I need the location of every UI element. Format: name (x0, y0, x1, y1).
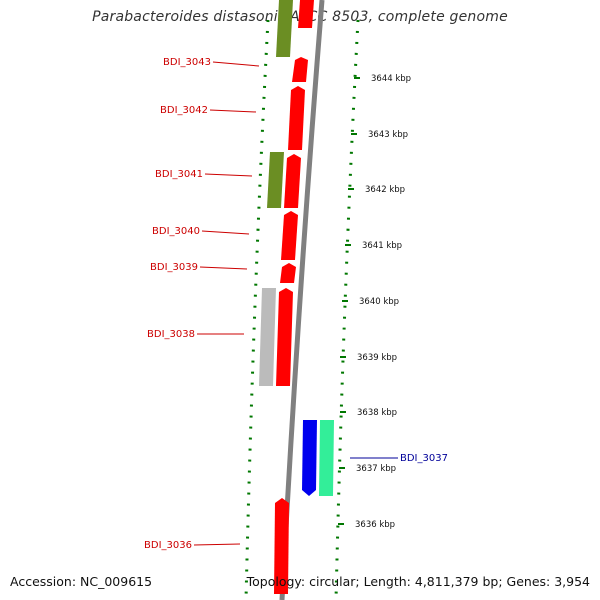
kbp-tick-label: 3639 kbp (357, 353, 397, 363)
gene-label-leader-line (209, 109, 257, 113)
kbp-tick-label: 3636 kbp (355, 520, 395, 530)
gene-label-leader-line (193, 543, 241, 546)
gene-label-leader-line (201, 230, 250, 235)
cds-feature (298, 0, 314, 28)
topology-label: Topology: circular; Length: 4,811,379 bp… (246, 574, 590, 589)
cds-feature (284, 154, 301, 208)
gene-label: BDI_3043 (163, 57, 211, 68)
gene-label: BDI_3041 (155, 169, 203, 180)
cds-feature (281, 211, 298, 260)
gene-label: BDI_3037 (400, 453, 448, 464)
gene-labels-right: BDI_3037 (350, 453, 448, 464)
gene-label: BDI_3040 (152, 226, 200, 237)
cds-feature (274, 498, 289, 594)
outer-right-dotted-line (334, 19, 360, 600)
forward-cds-feature (302, 420, 317, 496)
kbp-tick-label: 3637 kbp (356, 464, 396, 474)
kbp-tick-labels: 3644 kbp 3643 kbp 3642 kbp 3641 kbp 3640 kbp… (338, 74, 411, 530)
cds-feature (276, 288, 293, 386)
cds-feature (288, 86, 305, 150)
gene-label: BDI_3036 (144, 540, 192, 551)
rna-feature (267, 152, 284, 208)
accession-label: Accession: NC_009615 (10, 574, 153, 589)
rna-feature (276, 0, 293, 57)
kbp-tick-label: 3644 kbp (371, 74, 411, 84)
gene-features (259, 0, 334, 594)
gene-label-leader-line (212, 61, 260, 67)
forward-feature-green (319, 420, 334, 496)
pseudo-feature (259, 288, 276, 386)
gene-labels-left: BDI_3043 BDI_3042 BDI_3041 BDI_3040 BDI_3039… (144, 57, 260, 551)
gene-label-leader-line (204, 173, 253, 177)
kbp-tick-label: 3640 kbp (359, 297, 399, 307)
cds-feature (292, 57, 308, 82)
gene-label-leader-line (199, 266, 248, 270)
gene-label: BDI_3039 (150, 262, 198, 273)
gene-label: BDI_3042 (160, 105, 208, 116)
kbp-tick-label: 3643 kbp (368, 130, 408, 140)
kbp-tick-label: 3642 kbp (365, 185, 405, 195)
kbp-tick-label: 3641 kbp (362, 241, 402, 251)
cds-feature (280, 263, 296, 283)
kbp-tick-label: 3638 kbp (357, 408, 397, 418)
gene-label: BDI_3038 (147, 329, 195, 340)
